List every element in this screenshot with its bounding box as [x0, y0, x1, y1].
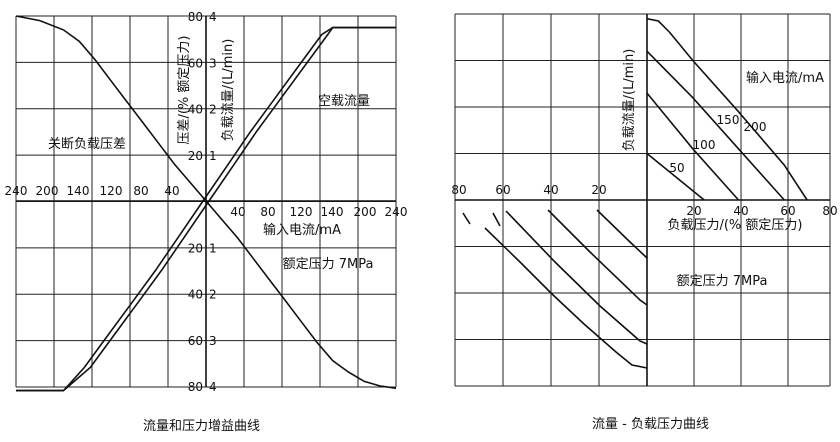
shutoff-annotation: 关断负载压差 [48, 137, 126, 152]
left-tick-label: 20 [188, 241, 203, 255]
x-tick-label: 80 [260, 205, 275, 219]
pressure-curve [15, 15, 397, 390]
right-tick-label: 2 [209, 288, 217, 302]
left-tick-label: 20 [188, 149, 203, 163]
x-tick-label: 80 [133, 184, 148, 198]
mirror-curve [547, 209, 648, 306]
flow-curve-return [16, 26, 396, 392]
left-tick-label: 60 [188, 334, 203, 348]
y-axis-title: 负载流量/(L/min) [622, 49, 637, 152]
right-tick-label: 2 [209, 103, 217, 117]
curve-150 [646, 50, 785, 201]
x-axis-title: 输入电流/mA [263, 222, 341, 238]
left-tick-label: 80 [188, 380, 203, 394]
left-axis-title: 压差/(% 额定压力) [177, 35, 192, 144]
pressure-note: 额定压力 7MPa [677, 274, 768, 289]
mirror-curve [462, 212, 471, 225]
right-tick-label: 4 [209, 380, 217, 394]
left-tick-label: 40 [188, 288, 203, 302]
curve-label-200: 200 [744, 120, 767, 134]
x-tick-label: 240 [5, 184, 28, 198]
curve-50 [646, 152, 705, 201]
mirror-curve [505, 210, 648, 345]
mirror-curve [484, 227, 648, 369]
right-tick-label: 3 [209, 56, 217, 70]
gain-chart-caption: 流量和压力增益曲线 [143, 419, 261, 434]
flow-annotation: 空载流量 [318, 94, 370, 109]
right-tick-label: 1 [209, 149, 217, 163]
mirror-curve [596, 209, 648, 259]
right-tick-label: 1 [209, 241, 217, 255]
flow-load-chart: 20 40 60 80 80 60 40 20 负载流量/(L/min) 负载压力/(% 额定压力… [451, 13, 838, 387]
x-tick-label: 20 [686, 204, 701, 218]
x-tick-label: 200 [36, 184, 59, 198]
right-tick-label: 4 [209, 10, 217, 24]
x-axis-title: 负载压力/(% 额定压力) [667, 218, 802, 233]
mirror-curve [492, 212, 501, 227]
curve-label-100: 100 [693, 138, 716, 152]
right-axis-title: 负载流量/(L/min) [221, 39, 236, 142]
x-tick-label: 40 [230, 205, 245, 219]
pressure-annotation: 额定压力 7MPa [283, 257, 374, 272]
curve-200 [646, 17, 808, 201]
x-tick-label: 40 [733, 204, 748, 218]
left-tick-label: 40 [188, 103, 203, 117]
x-tick-label: 80 [451, 183, 466, 197]
legend-title: 输入电流/mA [746, 70, 824, 86]
x-tick-label: 140 [321, 205, 344, 219]
right-tick-label: 3 [209, 334, 217, 348]
left-tick-label: 60 [188, 56, 203, 70]
x-tick-label: 40 [164, 184, 179, 198]
x-tick-label: 240 [385, 205, 408, 219]
x-tick-label: 200 [354, 205, 377, 219]
flow-load-chart-caption: 流量 - 负载压力曲线 [592, 417, 709, 432]
x-tick-label: 60 [780, 204, 795, 218]
x-tick-label: 120 [290, 205, 313, 219]
curve-100 [646, 92, 740, 201]
flow-curve [16, 26, 396, 392]
x-tick-label: 20 [591, 183, 606, 197]
x-tick-label: 140 [67, 184, 90, 198]
left-tick-label: 80 [188, 10, 203, 24]
curve-label-50: 50 [669, 161, 684, 175]
x-tick-label: 40 [543, 183, 558, 197]
x-tick-label: 80 [822, 204, 837, 218]
curve-label-150: 150 [717, 113, 740, 127]
x-tick-label: 120 [100, 184, 123, 198]
x-tick-label: 60 [495, 183, 510, 197]
